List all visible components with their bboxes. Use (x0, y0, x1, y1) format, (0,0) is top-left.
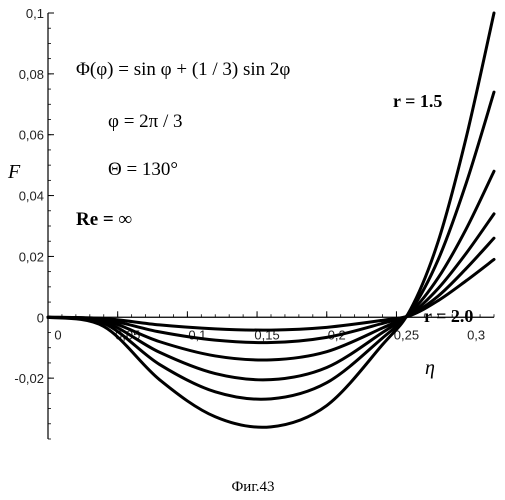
formula-theta-value: Θ = 130° (108, 159, 178, 180)
y-axis-label: F (7, 161, 21, 183)
y-tick-label: 0,08 (19, 67, 44, 82)
x-axis-label: η (425, 357, 435, 379)
x-tick-label: 0,3 (467, 327, 485, 342)
formula-phi-value: φ = 2π / 3 (108, 111, 183, 132)
y-tick-label: -0,02 (14, 371, 44, 386)
curve-line-2 (48, 92, 494, 399)
x-tick-label: 0 (54, 327, 61, 342)
curve-label-top: r = 1.5 (393, 91, 442, 111)
figure-caption: Фиг.43 (231, 479, 274, 495)
formula-reynolds: Re = ∞ (76, 209, 132, 230)
y-tick-label: 0,1 (26, 6, 44, 21)
y-tick-label: 0 (37, 310, 44, 325)
y-tick-label: 0,02 (19, 249, 44, 264)
curve-label-bottom: r = 2.0 (424, 306, 473, 326)
formula-phi-function: Φ(φ) = sin φ + (1 / 3) sin 2φ (76, 59, 290, 80)
y-tick-label: 0,04 (19, 189, 44, 204)
y-tick-label: 0,06 (19, 128, 44, 143)
